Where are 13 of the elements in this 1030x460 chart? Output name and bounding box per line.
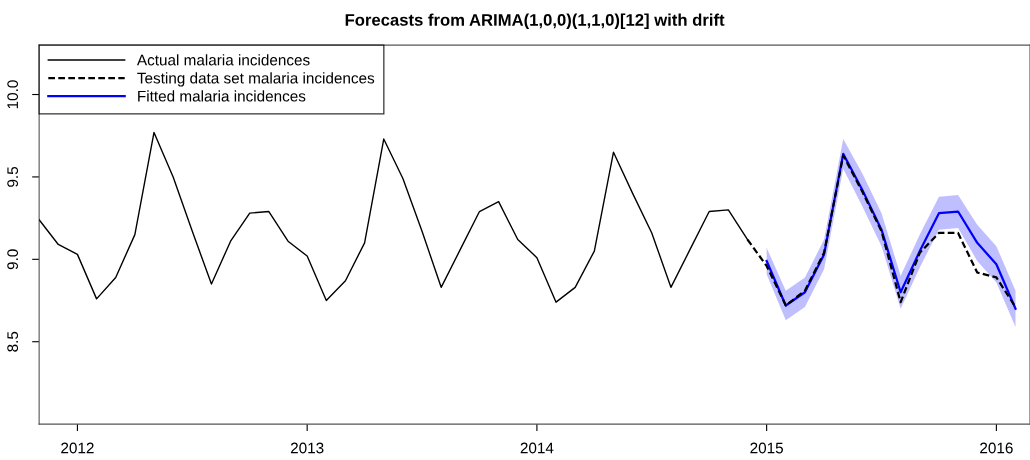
y-tick-label: 8.5: [7, 331, 19, 352]
x-tick-label: 2016: [980, 442, 1013, 454]
x-tick-label: 2013: [290, 442, 324, 454]
y-tick-label: 9.5: [7, 166, 19, 187]
legend-label: Fitted malaria incidences: [138, 90, 306, 102]
legend-label: Testing data set malaria incidences: [137, 72, 375, 87]
x-tick-label: 2015: [750, 442, 783, 454]
y-tick-label: 10.0: [7, 80, 19, 109]
chart-title: Forecasts from ARIMA(1,0,0)(1,1,0)[12] with drift: [345, 13, 725, 30]
x-tick-label: 2014: [520, 442, 554, 454]
legend-label: Actual malaria incidences: [136, 54, 310, 66]
y-tick-label: 9.0: [7, 249, 19, 270]
x-tick-label: 2012: [61, 442, 94, 454]
